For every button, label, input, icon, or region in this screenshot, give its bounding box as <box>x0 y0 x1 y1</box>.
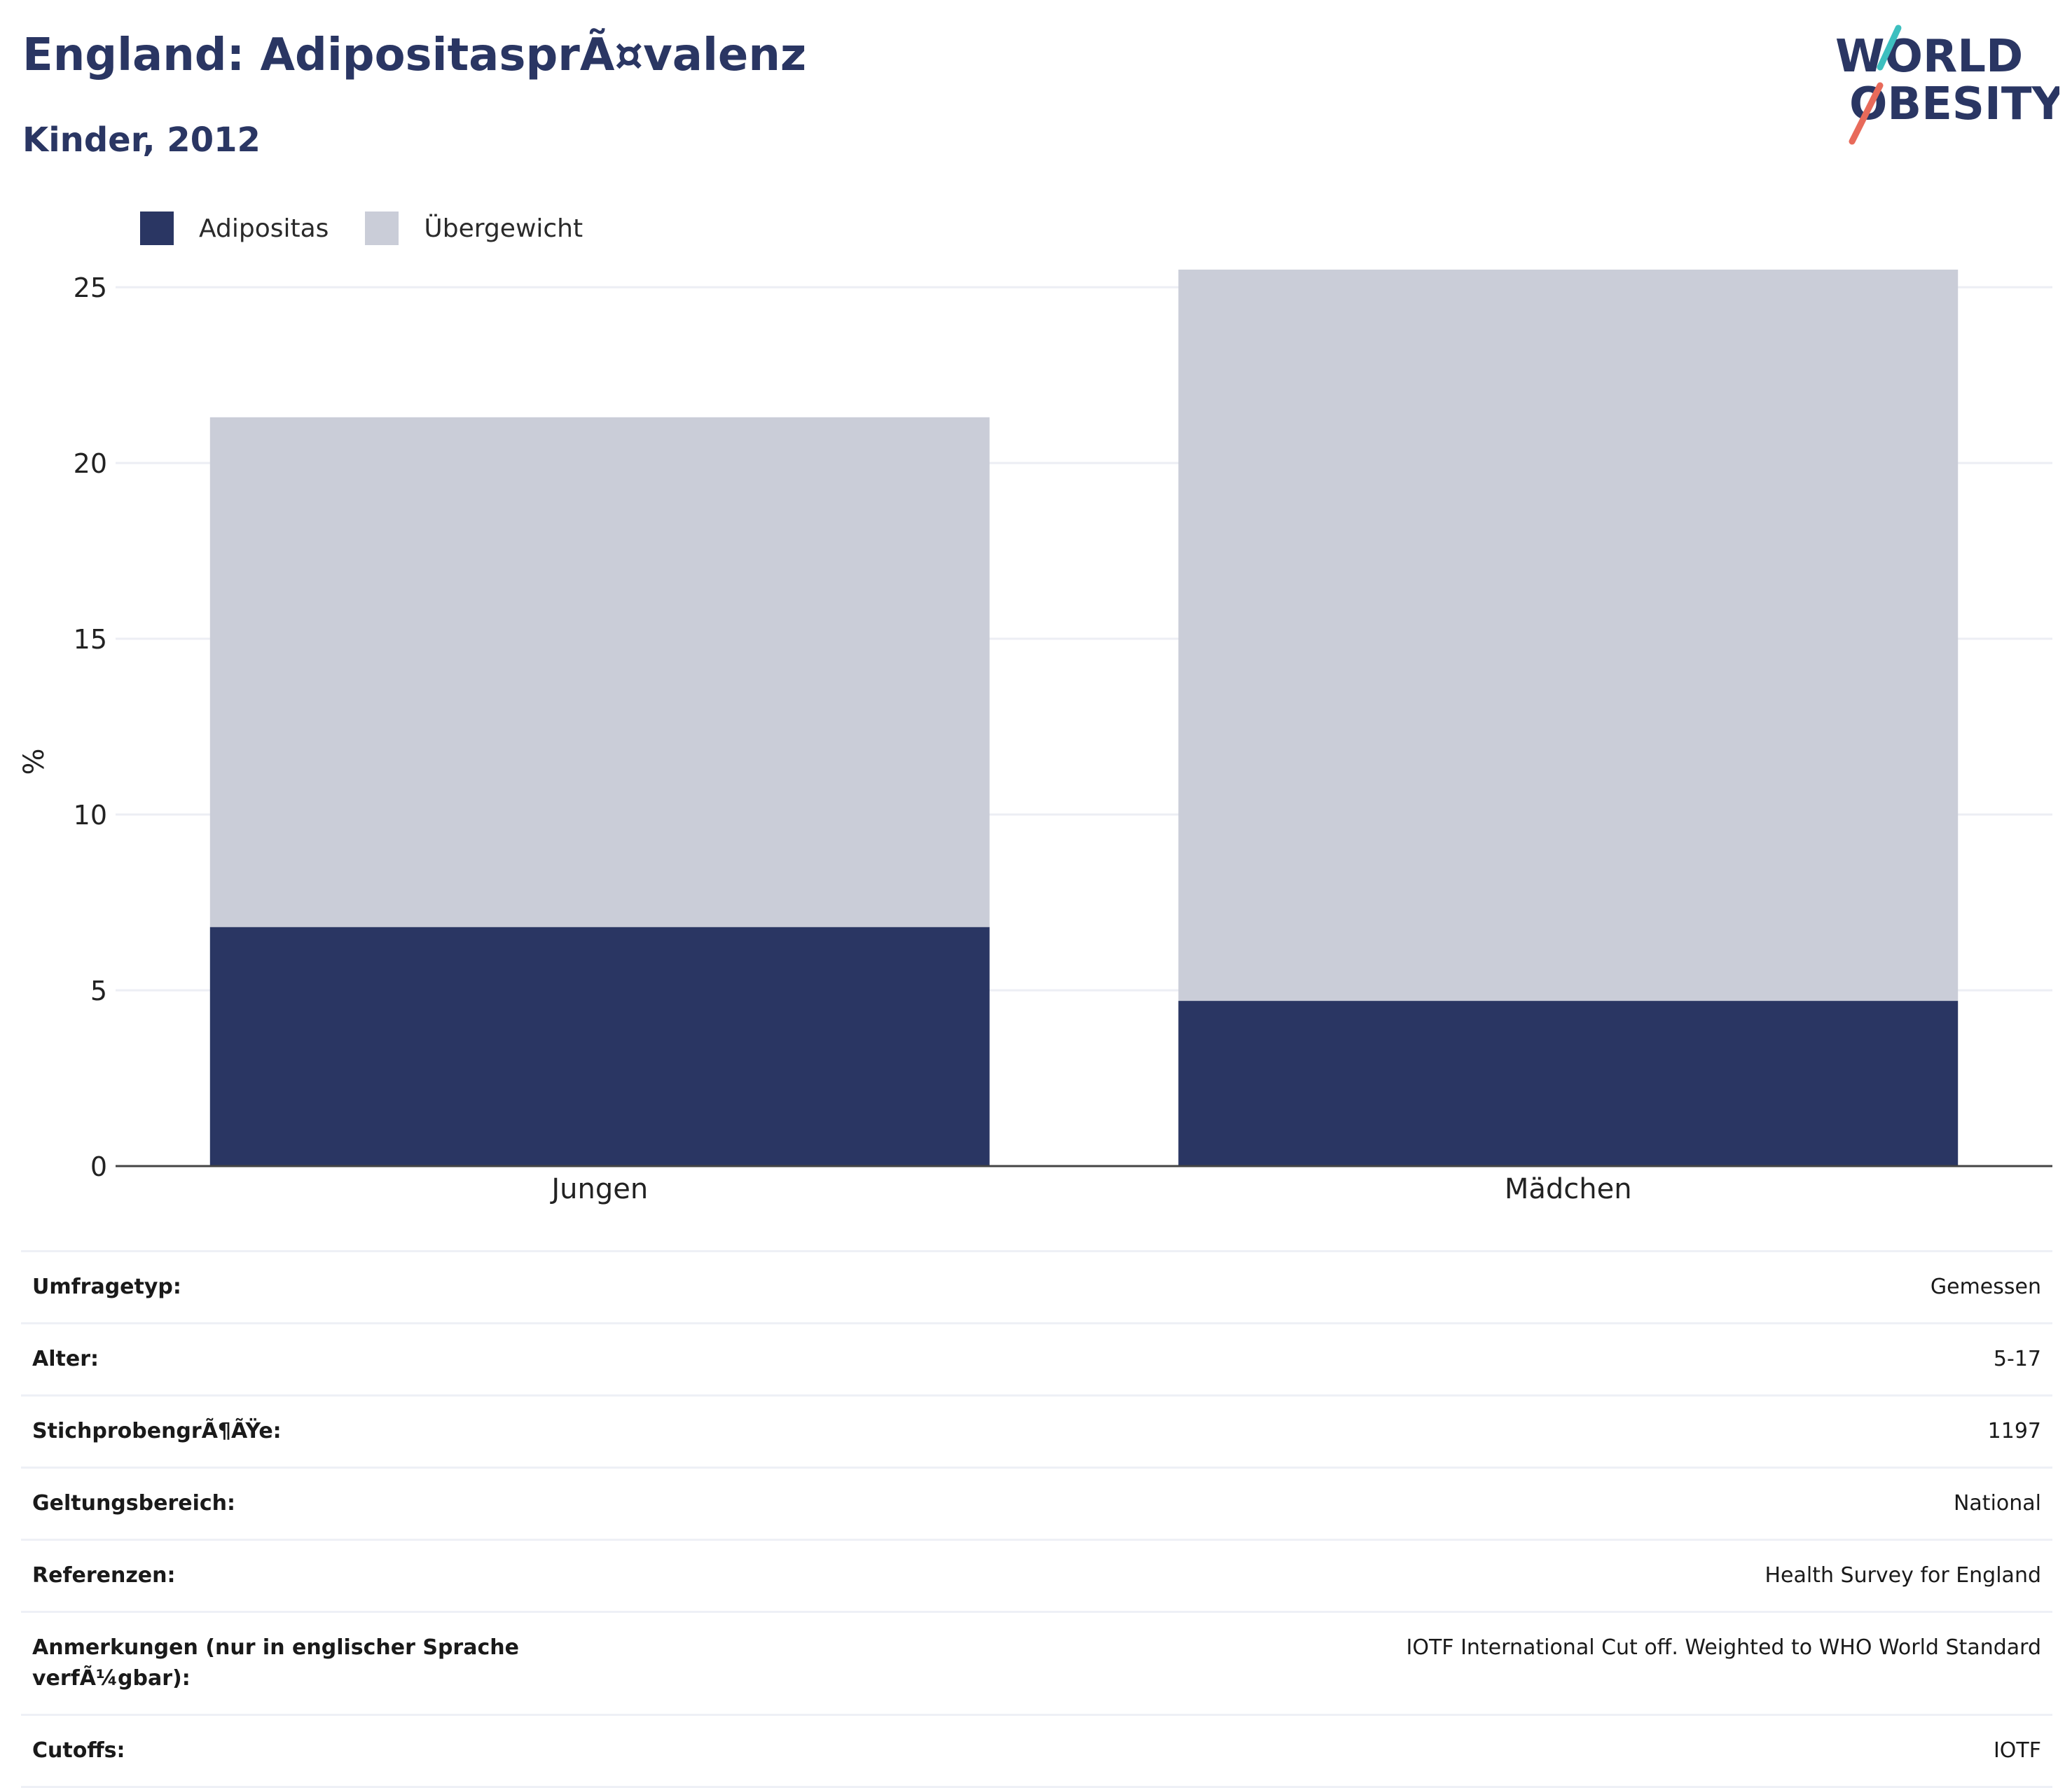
info-value: Health Survey for England <box>1764 1563 2041 1588</box>
bars <box>209 269 1959 1166</box>
info-row: Alter: 5-17 <box>21 1324 2052 1397</box>
info-key: Cutoffs: <box>32 1738 125 1763</box>
info-table: Umfragetyp: Gemessen Alter: 5-17 Stichproben… <box>21 1250 2052 1788</box>
info-row: Umfragetyp: Gemessen <box>21 1252 2052 1324</box>
y-axis-ticks: 0 5 10 15 20 25 <box>74 272 107 1182</box>
bar-uebergewicht-0[interactable] <box>209 417 990 927</box>
info-row: Geltungsbereich: National <box>21 1469 2052 1541</box>
bar-adipositas-1[interactable] <box>1178 1001 1959 1166</box>
x-axis-ticks: Jungen Mädchen <box>549 1173 1631 1205</box>
info-row: Referenzen: Health Survey for England <box>21 1541 2052 1613</box>
chart-legend: Adipositas Übergewicht <box>140 207 619 249</box>
legend-label-adipositas: Adipositas <box>199 214 329 243</box>
info-row: Anmerkungen (nur in englischer Sprache v… <box>21 1613 2052 1716</box>
info-value: 1197 <box>1987 1419 2041 1443</box>
chart-subtitle: Kinder, 2012 <box>22 120 261 160</box>
info-value: IOTF <box>1993 1738 2041 1763</box>
y-tick-label: 25 <box>74 272 107 303</box>
logo-slash-teal <box>1877 25 1902 71</box>
y-tick-label: 20 <box>74 448 107 479</box>
info-row: StichprobengrÃ¶ÃŸe: 1197 <box>21 1397 2052 1469</box>
logo-slash-coral <box>1849 82 1884 145</box>
info-value: 5-17 <box>1993 1347 2041 1371</box>
info-value: IOTF International Cut off. Weighted to … <box>1406 1635 2041 1660</box>
y-tick-label: 10 <box>74 800 107 831</box>
stacked-bar-chart: 0 5 10 15 20 25 Jungen Mädchen % <box>18 269 2052 1205</box>
y-tick-label: 15 <box>74 624 107 655</box>
legend-item-uebergewicht[interactable]: Übergewicht <box>365 212 583 245</box>
world-obesity-logo: WORLD OBESITY <box>1835 25 2059 145</box>
y-axis-label: % <box>18 748 50 775</box>
y-tick-label: 0 <box>90 1151 107 1182</box>
bar-adipositas-0[interactable] <box>209 927 990 1166</box>
info-value: National <box>1953 1491 2041 1516</box>
legend-swatch-uebergewicht <box>365 212 399 245</box>
y-tick-label: 5 <box>90 976 107 1006</box>
info-key: Anmerkungen (nur in englischer Sprache v… <box>32 1635 519 1691</box>
info-key: Geltungsbereich: <box>32 1491 236 1516</box>
legend-item-adipositas[interactable]: Adipositas <box>140 212 329 245</box>
legend-label-uebergewicht: Übergewicht <box>424 214 583 243</box>
logo-text-obesity: OBESITY <box>1849 78 2059 130</box>
info-key: Alter: <box>32 1347 99 1371</box>
info-value: Gemessen <box>1930 1275 2041 1299</box>
info-key: Referenzen: <box>32 1563 176 1588</box>
chart-title: England: AdipositasprÃ¤valenz <box>22 29 807 81</box>
bar-uebergewicht-1[interactable] <box>1178 269 1959 1002</box>
x-tick-label: Mädchen <box>1505 1173 1632 1205</box>
logo-text-world: WORLD <box>1835 31 2023 83</box>
info-key: Umfragetyp: <box>32 1275 181 1299</box>
info-key: StichprobengrÃ¶ÃŸe: <box>32 1419 282 1443</box>
legend-swatch-adipositas <box>140 212 174 245</box>
info-row: Cutoffs: IOTF <box>21 1716 2052 1788</box>
x-tick-label: Jungen <box>549 1173 648 1205</box>
